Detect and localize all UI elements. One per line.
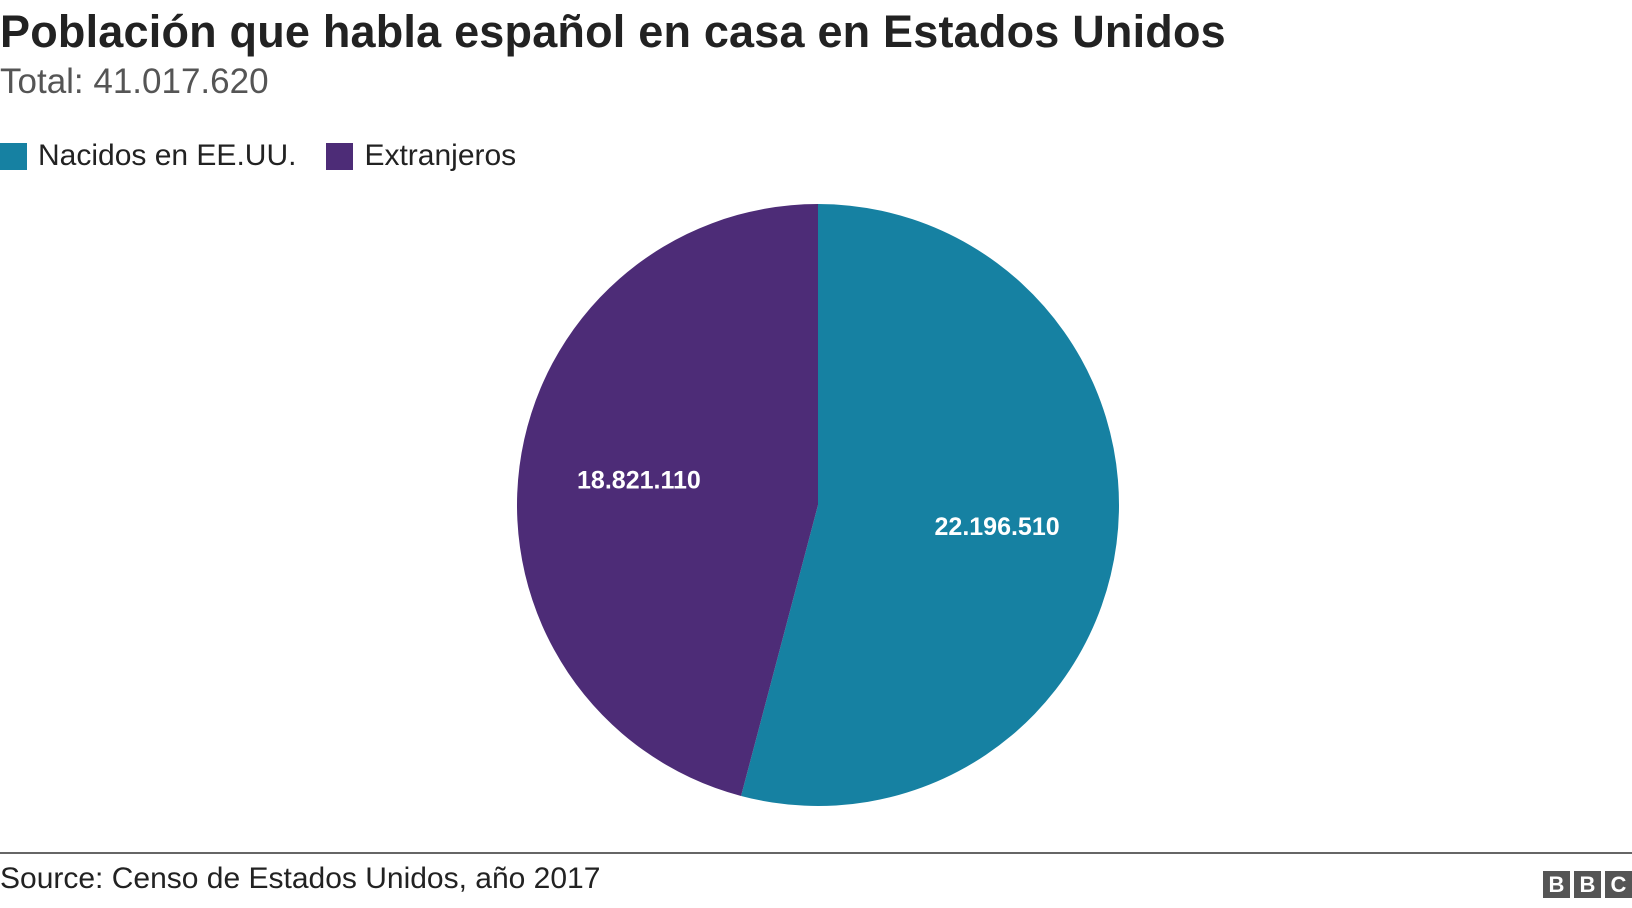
legend-label-born-us: Nacidos en EE.UU. <box>38 139 297 172</box>
source-note: Source: Censo de Estados Unidos, año 201… <box>0 862 601 895</box>
pie-label-foreign: 18.821.110 <box>577 466 701 494</box>
bbc-logo: B B C <box>1543 871 1632 898</box>
pie-label-born-us: 22.196.510 <box>935 513 1060 541</box>
pie-slices: 22.196.510 18.821.110 <box>516 204 1119 806</box>
pie-slice-born-us <box>741 204 1119 806</box>
chart-subtitle: Total: 41.017.620 <box>0 62 269 101</box>
bbc-logo-letter-b1: B <box>1543 871 1570 898</box>
legend-swatch-foreign <box>326 142 354 170</box>
legend-label-foreign: Extranjeros <box>364 139 517 172</box>
legend: Nacidos en EE.UU. Extranjeros <box>0 136 546 176</box>
bbc-logo-letter-c: C <box>1605 871 1632 898</box>
legend-item-foreign: Extranjeros <box>326 139 516 173</box>
footer-divider <box>0 852 1632 854</box>
legend-swatch-born-us <box>0 142 27 170</box>
legend-item-born-us: Nacidos en EE.UU. <box>0 139 296 173</box>
pie-slice-foreign <box>516 204 818 796</box>
chart-title: Población que habla español en casa en E… <box>0 6 1226 57</box>
bbc-logo-letter-b2: B <box>1574 871 1601 898</box>
